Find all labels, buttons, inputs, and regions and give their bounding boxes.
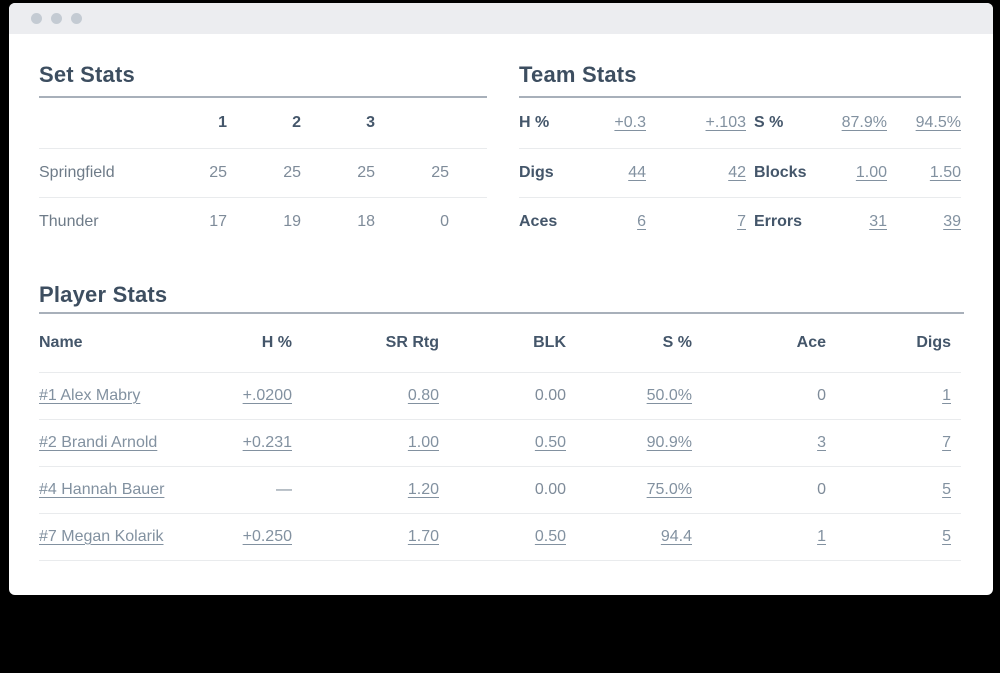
team-name: Thunder [39,212,99,230]
set-score: 19 [283,212,301,230]
stat-value-link[interactable]: 1.20 [407,480,439,498]
window-minimize-button[interactable] [51,13,62,24]
stat-value-link[interactable]: +.0200 [242,386,292,404]
stat-value-link[interactable]: 75.0% [646,480,692,498]
player-stats-table: Name H % SR Rtg BLK S % Ace Digs #1 Alex… [39,314,961,561]
team-stats-table: H % +0.3 +.103 S % 87.9% 94.5% Digs 44 4… [519,98,961,246]
team-stat-value-link[interactable]: +0.3 [614,113,646,131]
team-stats-row: H % +0.3 +.103 S % 87.9% 94.5% [519,98,961,148]
player-name-link[interactable]: #4 Hannah Bauer [39,480,165,498]
team-stat-value-link[interactable]: 1.50 [929,163,961,181]
set-score: 25 [431,163,449,181]
set-stats-row-springfield: Springfield 25 25 25 25 [39,148,487,197]
team-stat-label: S % [754,113,784,131]
player-row: #7 Megan Kolarik +0.250 1.70 0.50 94.4 1… [39,513,961,560]
app-window: Set Stats 1 2 3 Springfield 25 25 25 [9,3,993,595]
team-stat-value-link[interactable]: 7 [737,212,746,230]
set-col-1: 1 [218,113,227,131]
player-col-srrtg: SR Rtg [385,333,439,351]
set-stats-header-row: 1 2 3 [39,98,487,148]
team-stat-label: Aces [519,212,558,230]
set-col-total [375,98,487,148]
window-titlebar [9,3,993,34]
stat-value-link[interactable]: +0.231 [242,433,292,451]
player-row: #1 Alex Mabry +.0200 0.80 0.00 50.0% 0 1 [39,372,961,419]
team-stat-value-link[interactable]: 39 [943,212,961,230]
player-row: #4 Hannah Bauer — 1.20 0.00 75.0% 0 5 [39,466,961,513]
set-score: 25 [283,163,301,181]
team-stat-value-link[interactable]: 1.00 [855,163,887,181]
stat-value-link[interactable]: 1 [817,527,826,545]
team-stats-row: Digs 44 42 Blocks 1.00 1.50 [519,148,961,197]
stat-value-link[interactable]: 3 [817,433,826,451]
set-score: 25 [209,163,227,181]
team-stat-label: H % [519,113,550,131]
stat-value: 0 [817,386,826,404]
team-stat-value-link[interactable]: 42 [728,163,746,181]
stat-value: 0.00 [534,386,566,404]
stat-value-link[interactable]: 5 [942,527,951,545]
stat-value-link[interactable]: 5 [942,480,951,498]
team-stat-value-link[interactable]: 31 [869,212,887,230]
set-col-3: 3 [366,113,375,131]
player-stats-section: Player Stats Name H % SR Rtg BLK S % Ace… [39,283,964,561]
player-col-ace: Ace [796,333,826,351]
stat-value: 0 [817,480,826,498]
page-content: Set Stats 1 2 3 Springfield 25 25 25 [9,34,993,561]
stat-value: 0.00 [534,480,566,498]
set-score: 17 [209,212,227,230]
team-stat-value-link[interactable]: 6 [637,212,646,230]
set-score: 25 [357,163,375,181]
stat-value-link[interactable]: 0.50 [534,527,566,545]
stat-value-link[interactable]: 90.9% [646,433,692,451]
player-col-hpct: H % [261,333,292,351]
window-close-button[interactable] [31,13,42,24]
player-name-link[interactable]: #7 Megan Kolarik [39,527,164,545]
team-stat-value-link[interactable]: +.103 [705,113,746,131]
set-stats-row-thunder: Thunder 17 19 18 0 [39,197,487,246]
player-col-spct: S % [662,333,692,351]
set-stats-title: Set Stats [39,63,487,98]
set-score: 18 [357,212,375,230]
set-col-2: 2 [292,113,301,131]
set-score: 0 [440,212,449,230]
player-name-link[interactable]: #1 Alex Mabry [39,386,141,404]
player-row: #2 Brandi Arnold +0.231 1.00 0.50 90.9% … [39,419,961,466]
stat-value-link[interactable]: 0.80 [407,386,439,404]
team-stats-section: Team Stats H % +0.3 +.103 S % 87.9% 94.5… [519,34,961,246]
stat-value-link[interactable]: 1.70 [407,527,439,545]
set-stats-table: 1 2 3 Springfield 25 25 25 25 Thunder [39,98,487,246]
stat-value-link[interactable]: 94.4 [660,527,692,545]
stat-value-link[interactable]: 0.50 [534,433,566,451]
team-stat-value-link[interactable]: 87.9% [841,113,887,131]
window-maximize-button[interactable] [71,13,82,24]
stat-value-link[interactable]: +0.250 [242,527,292,545]
team-name: Springfield [39,163,115,181]
team-stat-label: Blocks [754,163,807,181]
player-stats-header-row: Name H % SR Rtg BLK S % Ace Digs [39,314,961,372]
team-stat-label: Digs [519,163,554,181]
team-stat-value-link[interactable]: 44 [628,163,646,181]
player-col-digs: Digs [916,333,951,351]
stat-value-link[interactable]: 1.00 [407,433,439,451]
stat-value-link[interactable]: 7 [942,433,951,451]
team-stats-row: Aces 6 7 Errors 31 39 [519,197,961,246]
team-stat-value-link[interactable]: 94.5% [915,113,961,131]
player-col-name: Name [39,333,83,351]
set-col-blank [39,98,153,148]
player-col-blk: BLK [533,333,566,351]
player-name-link[interactable]: #2 Brandi Arnold [39,433,158,451]
stat-value-link[interactable]: 50.0% [646,386,692,404]
stat-value: — [276,480,292,498]
stat-value-link[interactable]: 1 [942,386,951,404]
team-stats-title: Team Stats [519,63,961,98]
team-stat-label: Errors [754,212,803,230]
player-stats-title: Player Stats [39,283,964,314]
set-stats-section: Set Stats 1 2 3 Springfield 25 25 25 [39,34,487,246]
